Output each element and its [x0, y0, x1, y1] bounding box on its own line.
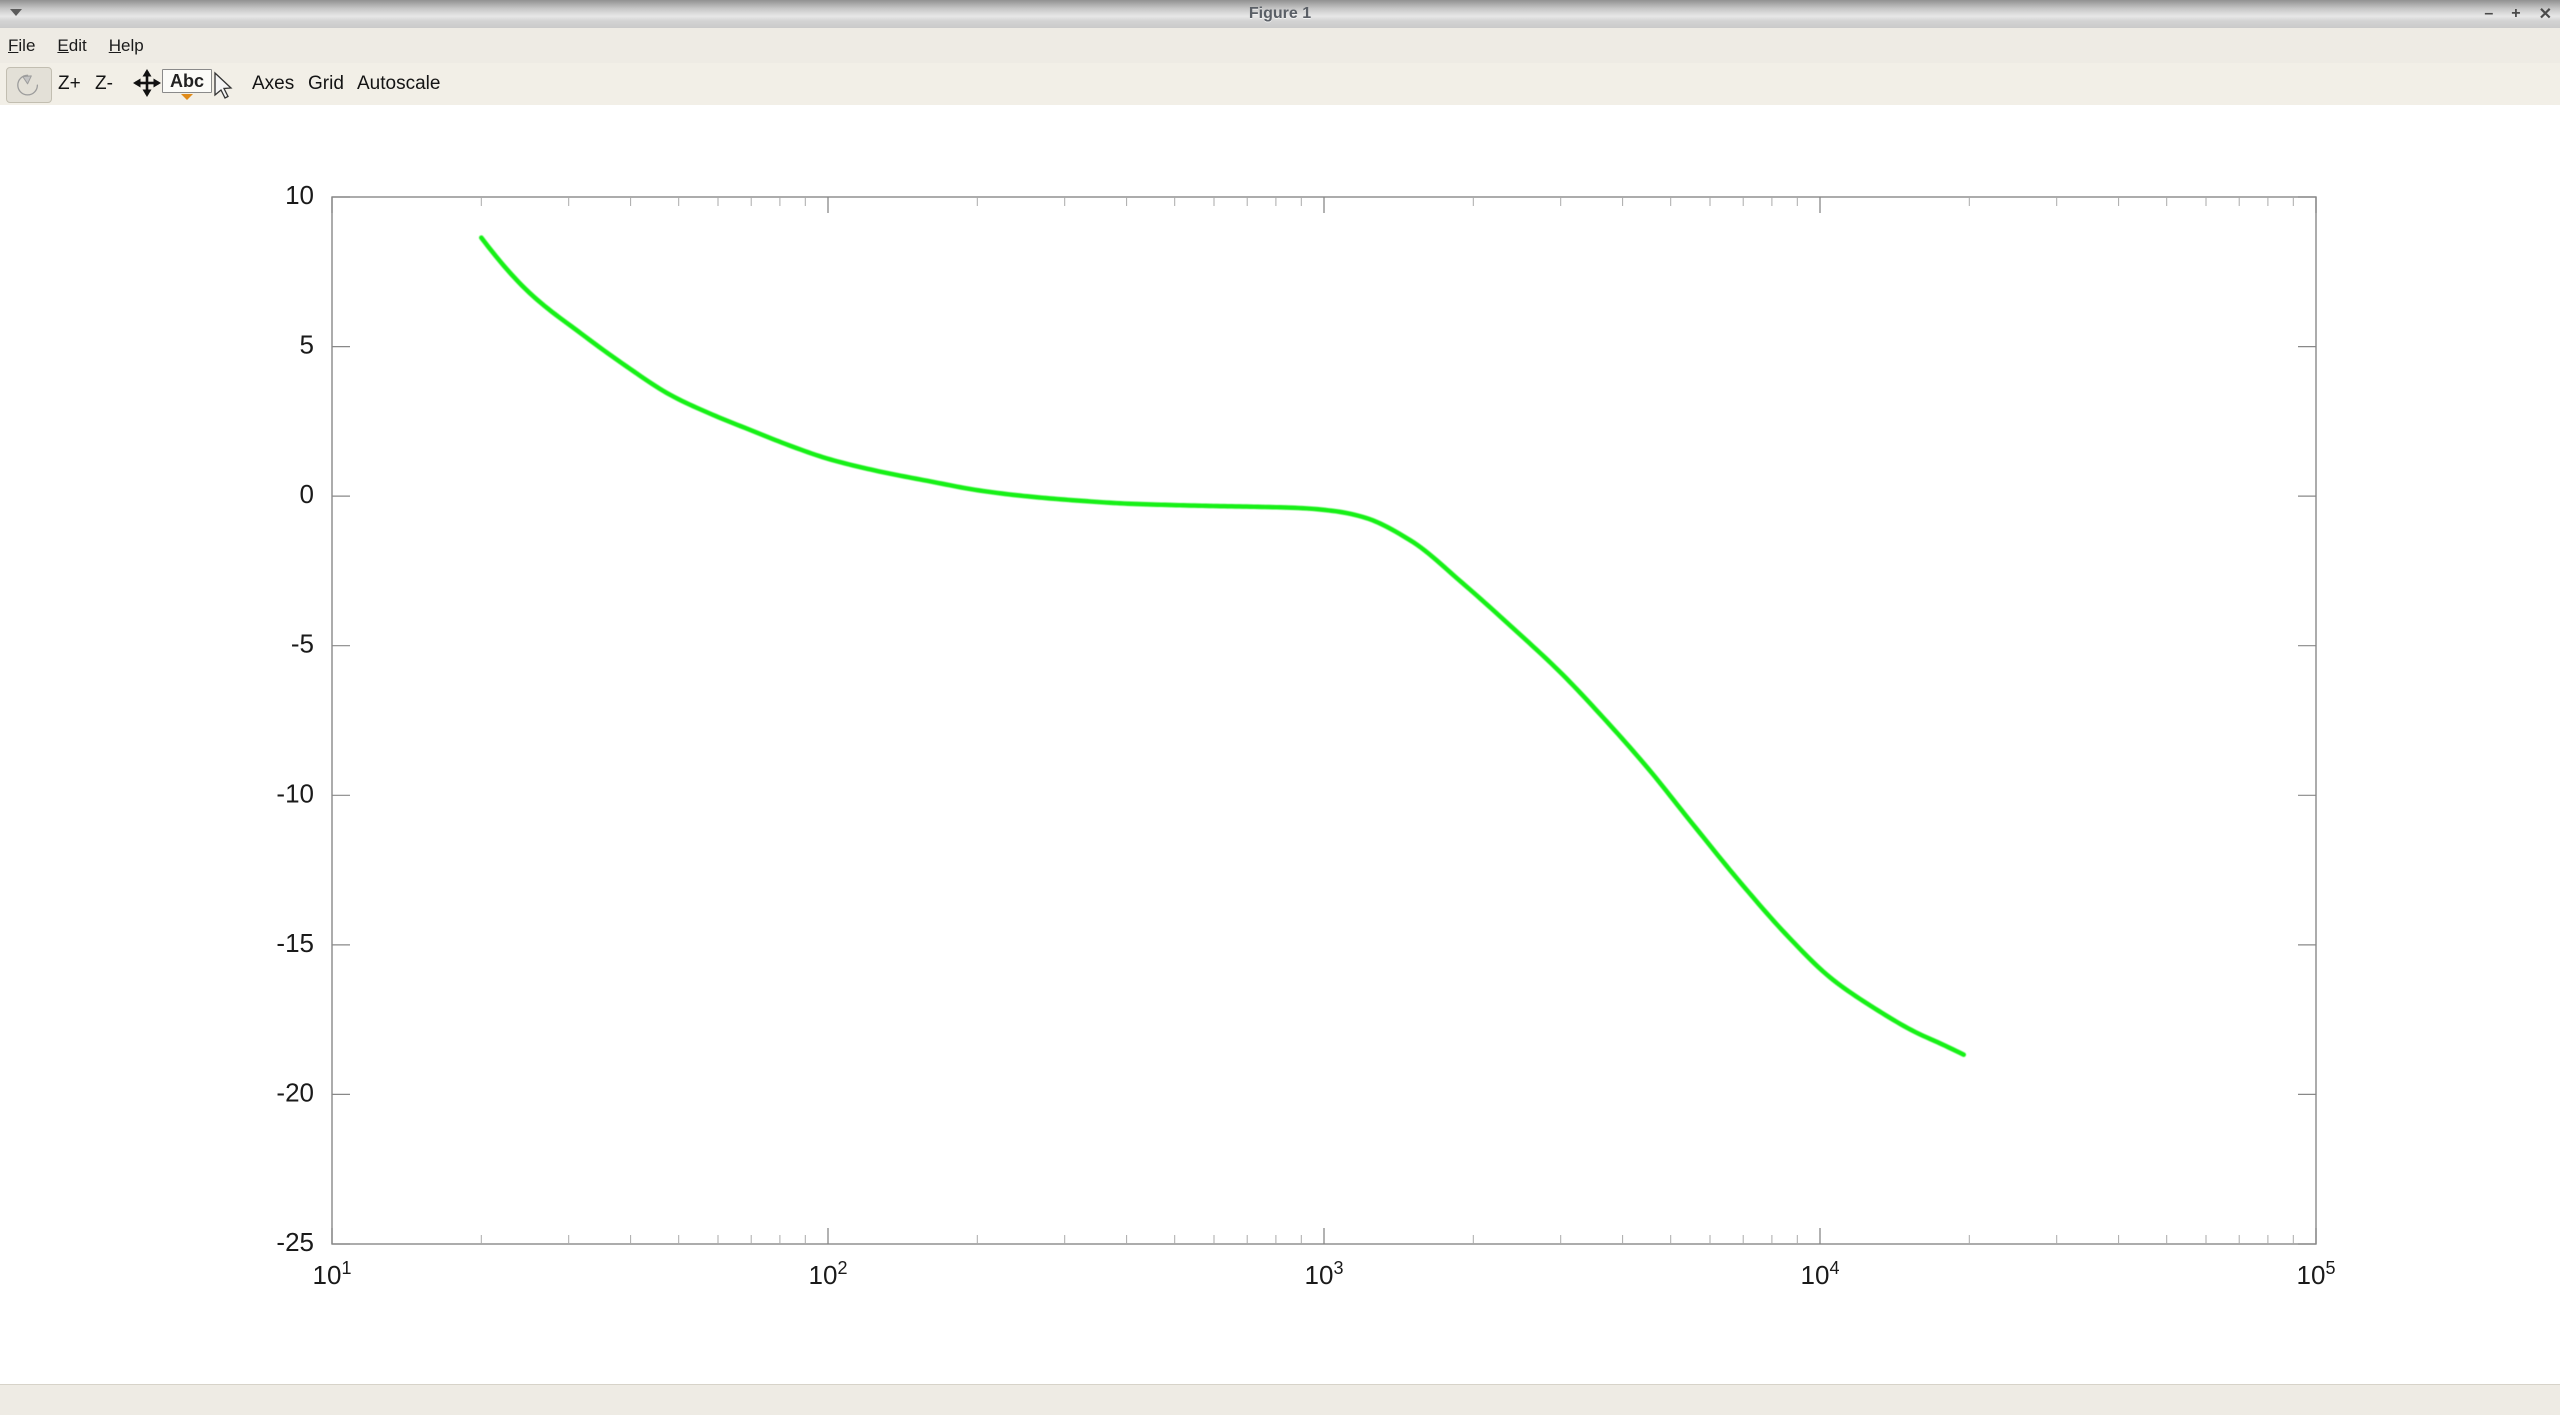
- svg-text:0: 0: [300, 479, 314, 509]
- svg-text:-10: -10: [276, 778, 314, 808]
- svg-text:-15: -15: [276, 928, 314, 958]
- svg-text:5: 5: [300, 330, 314, 360]
- svg-text:-5: -5: [291, 629, 314, 659]
- svg-text:-20: -20: [276, 1077, 314, 1107]
- svg-text:-25: -25: [276, 1227, 314, 1257]
- svg-text:10: 10: [285, 180, 314, 210]
